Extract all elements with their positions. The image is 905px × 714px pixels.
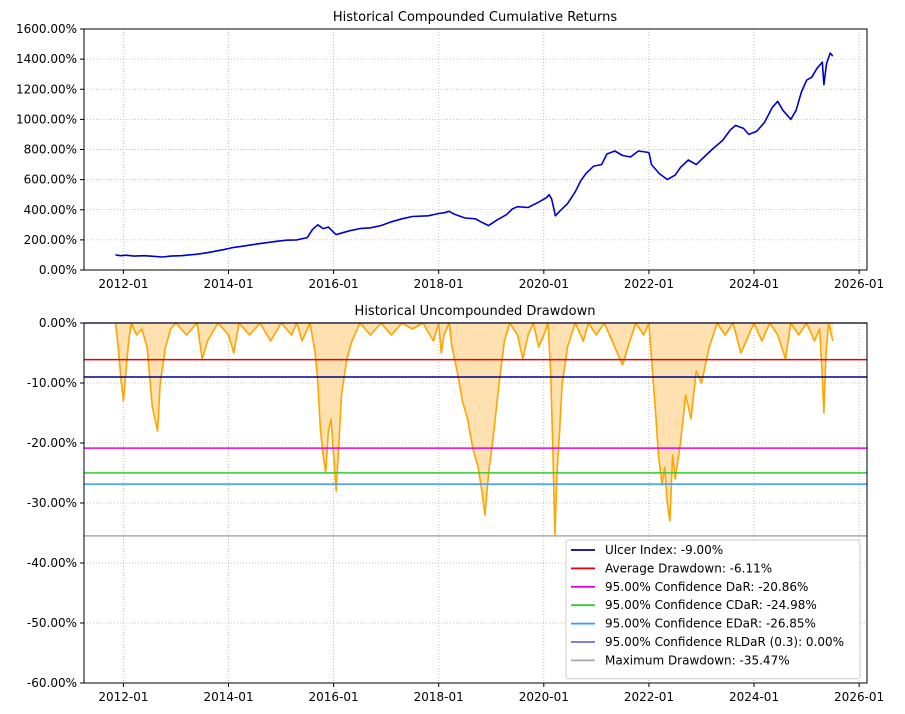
legend-label: 95.00% Confidence EDaR: -26.85% bbox=[605, 617, 816, 631]
top-y-tick-label: 0.00% bbox=[39, 263, 77, 277]
top-x-tick-label: 2026-01 bbox=[834, 277, 884, 291]
legend-label: 95.00% Confidence CDaR: -24.98% bbox=[605, 598, 817, 612]
bot-series-area bbox=[115, 323, 833, 536]
bot-x-tick-label: 2018-01 bbox=[414, 690, 464, 704]
top-grid bbox=[84, 28, 867, 271]
bot-y-tick-label: 0.00% bbox=[39, 316, 77, 330]
top-x-tick-label: 2022-01 bbox=[624, 277, 674, 291]
top-x-tick-label: 2024-01 bbox=[729, 277, 779, 291]
top-y-tick-label: 200.00% bbox=[24, 233, 77, 247]
legend-label: 95.00% Confidence DaR: -20.86% bbox=[605, 580, 808, 594]
top-chart-title: Historical Compounded Cumulative Returns bbox=[333, 10, 618, 25]
top-x-tick-label: 2020-01 bbox=[519, 277, 569, 291]
top-series-line bbox=[115, 52, 834, 258]
bot-x-tick-label: 2014-01 bbox=[203, 690, 253, 704]
bottom-chart-title: Historical Uncompounded Drawdown bbox=[355, 304, 596, 319]
top-y-tick-label: 1200.00% bbox=[16, 82, 77, 96]
top-series-group bbox=[115, 52, 834, 258]
top-y-tick-label: 600.00% bbox=[24, 173, 77, 187]
legend-label: 95.00% Confidence RLDaR (0.3): 0.00% bbox=[605, 635, 844, 649]
legend-label: Ulcer Index: -9.00% bbox=[605, 543, 723, 557]
bot-y-tick-label: -50.00% bbox=[27, 616, 77, 630]
bot-x-tick-label: 2026-01 bbox=[834, 690, 884, 704]
top-y-tick-label: 400.00% bbox=[24, 203, 77, 217]
top-x-axis: 2012-01 2014-01 2016-01 2018-01 2020-01 2022-… bbox=[98, 270, 884, 291]
bot-y-tick-label: -40.00% bbox=[27, 556, 77, 570]
legend-label: Maximum Drawdown: -35.47% bbox=[605, 653, 790, 667]
bot-x-tick-label: 2022-01 bbox=[624, 690, 674, 704]
top-x-tick-label: 2014-01 bbox=[203, 277, 253, 291]
cumulative-returns-chart: Historical Compounded Cumulative Returns… bbox=[16, 10, 884, 291]
top-y-tick-label: 800.00% bbox=[24, 143, 77, 157]
top-plot-frame bbox=[83, 28, 868, 271]
bot-x-tick-label: 2012-01 bbox=[98, 690, 148, 704]
bot-x-tick-label: 2016-01 bbox=[309, 690, 359, 704]
bot-y-tick-label: -10.00% bbox=[27, 376, 77, 390]
drawdown-chart: Historical Uncompounded Drawdown 0.00% -1… bbox=[27, 304, 884, 704]
bot-y-tick-label: -60.00% bbox=[27, 676, 77, 690]
bot-x-tick-label: 2024-01 bbox=[729, 690, 779, 704]
top-x-tick-label: 2016-01 bbox=[309, 277, 359, 291]
top-x-tick-label: 2018-01 bbox=[414, 277, 464, 291]
bot-x-tick-label: 2020-01 bbox=[519, 690, 569, 704]
top-y-tick-label: 1400.00% bbox=[16, 52, 77, 66]
top-y-tick-label: 1000.00% bbox=[16, 112, 77, 126]
bot-y-tick-label: -20.00% bbox=[27, 436, 77, 450]
bottom-x-axis: 2012-01 2014-01 2016-01 2018-01 2020-01 2022-… bbox=[98, 683, 884, 704]
bottom-y-axis: 0.00% -10.00% -20.00% -30.00% -40.00% -50.00%… bbox=[27, 316, 84, 690]
top-y-axis: 0.00% 200.00% 400.00% 600.00% 800.00% 1000.00… bbox=[16, 22, 84, 277]
bottom-plot-frame bbox=[83, 322, 868, 684]
top-x-tick-label: 2012-01 bbox=[98, 277, 148, 291]
bottom-series-group bbox=[114, 322, 834, 537]
top-y-tick-label: 1600.00% bbox=[16, 22, 77, 36]
bot-y-tick-label: -30.00% bbox=[27, 496, 77, 510]
legend: Ulcer Index: -9.00% Average Drawdown: -6.… bbox=[565, 539, 861, 680]
bot-series-line bbox=[114, 322, 834, 537]
legend-label: Average Drawdown: -6.11% bbox=[605, 561, 772, 575]
legend-box bbox=[565, 539, 861, 680]
